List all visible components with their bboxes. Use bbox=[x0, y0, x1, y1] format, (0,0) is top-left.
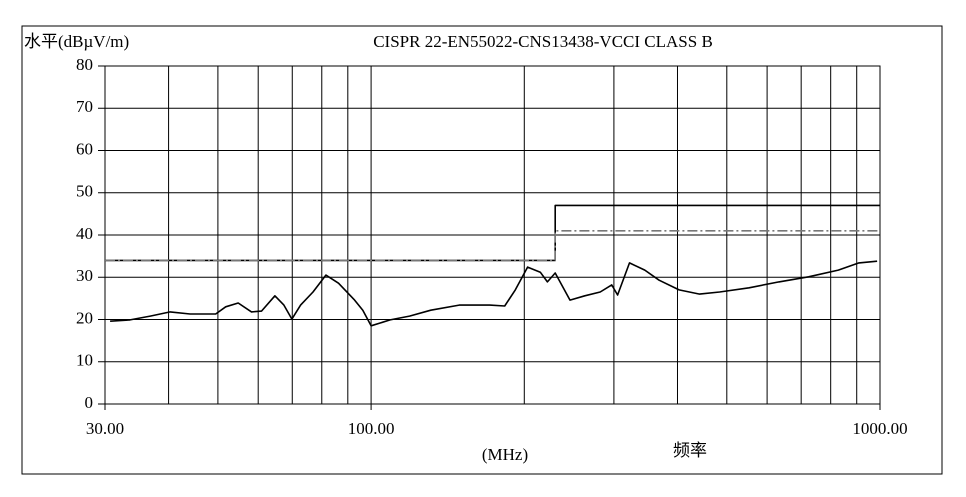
y-tick-label: 50 bbox=[76, 182, 93, 201]
y-tick-label: 20 bbox=[76, 308, 93, 327]
frame bbox=[21, 25, 943, 475]
y-tick-label: 80 bbox=[76, 55, 93, 74]
series-line bbox=[110, 260, 878, 327]
x-unit: (MHz) bbox=[482, 445, 528, 464]
chart-title: CISPR 22-EN55022-CNS13438-VCCI CLASS B bbox=[373, 32, 713, 51]
y-axis-label: 水平(dBµV/m) bbox=[24, 32, 129, 51]
y-tick-label: 60 bbox=[76, 139, 93, 158]
x-tick-label: 1000.00 bbox=[852, 419, 907, 438]
x-tick-label: 100.00 bbox=[348, 419, 395, 438]
series-line bbox=[105, 230, 880, 262]
y-tick-label: 10 bbox=[76, 351, 93, 370]
x-tick-label: 30.00 bbox=[86, 419, 124, 438]
y-tick-label: 0 bbox=[85, 393, 94, 412]
x-axis-label: 频率 bbox=[673, 441, 707, 460]
y-tick-label: 30 bbox=[76, 266, 93, 285]
y-tick-label: 40 bbox=[76, 224, 93, 243]
y-tick-label: 70 bbox=[76, 97, 93, 116]
